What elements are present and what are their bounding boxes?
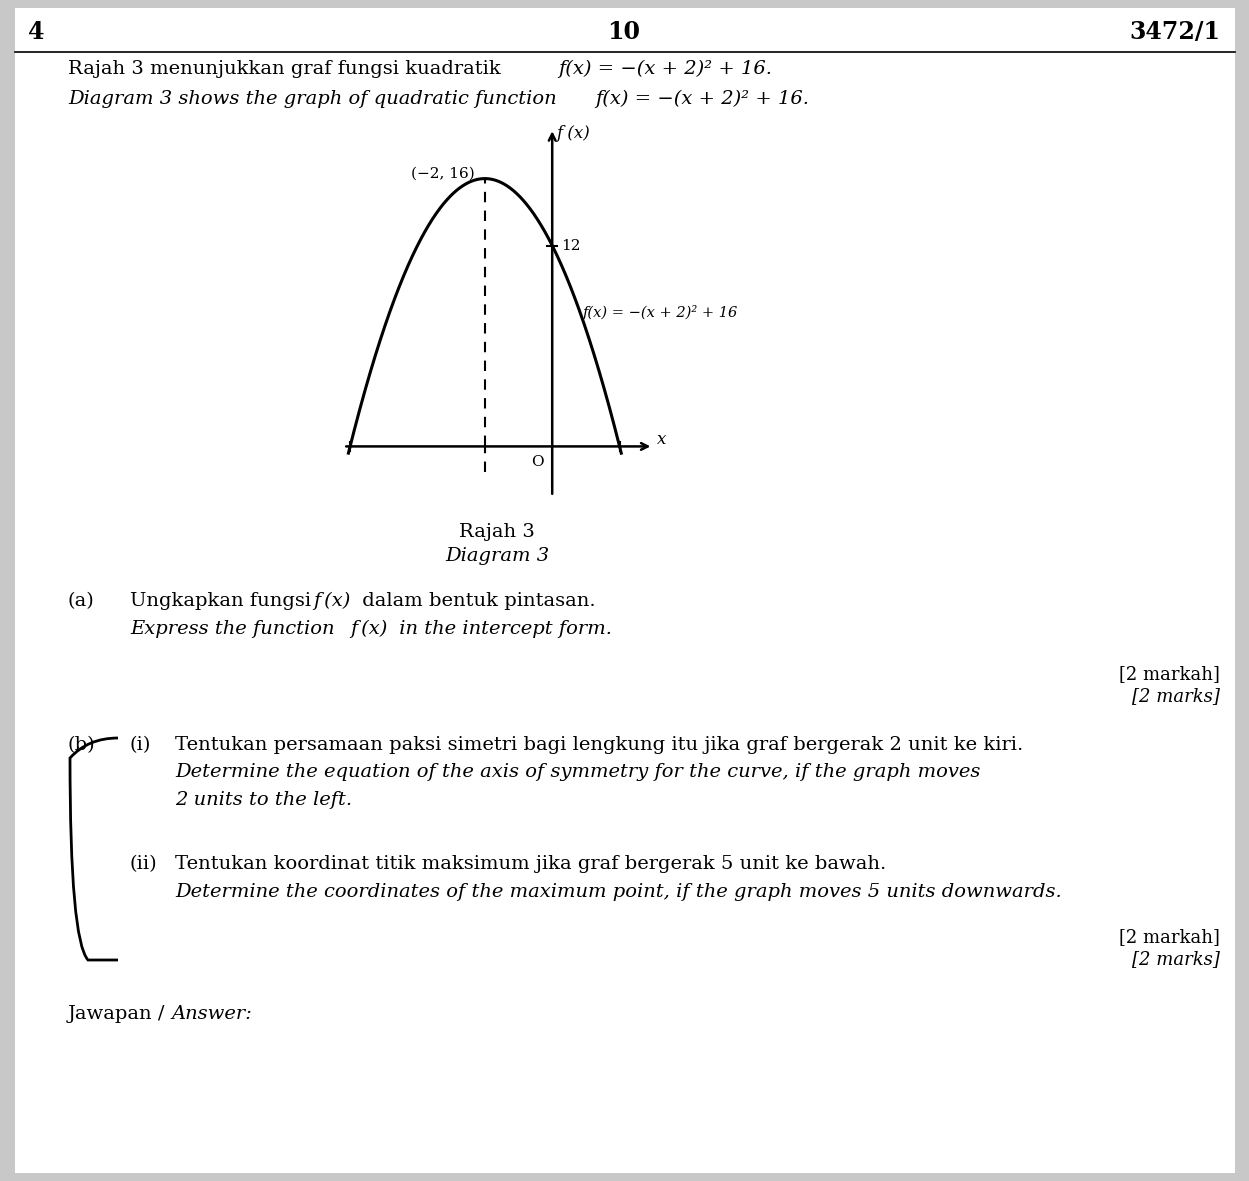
Text: Determine the coordinates of the maximum point, if the graph moves 5 units downw: Determine the coordinates of the maximum… [175, 883, 1062, 901]
Text: Determine the equation of the axis of symmetry for the curve, if the graph moves: Determine the equation of the axis of sy… [175, 763, 980, 781]
Text: [2 markah]: [2 markah] [1119, 928, 1220, 946]
Text: f(x) = −(x + 2)² + 16.: f(x) = −(x + 2)² + 16. [595, 90, 809, 109]
Text: f (x): f (x) [350, 620, 387, 638]
Text: f(x) = −(x + 2)² + 16.: f(x) = −(x + 2)² + 16. [558, 60, 772, 78]
Text: Diagram 3: Diagram 3 [445, 547, 550, 565]
Text: f(x) = −(x + 2)² + 16: f(x) = −(x + 2)² + 16 [582, 305, 738, 320]
Text: f (x): f (x) [313, 592, 351, 611]
Text: (−2, 16): (−2, 16) [411, 167, 475, 181]
Text: x: x [657, 431, 666, 449]
Text: dalam bentuk pintasan.: dalam bentuk pintasan. [356, 592, 596, 611]
Text: 12: 12 [561, 239, 580, 253]
Text: in the intercept form.: in the intercept form. [393, 620, 612, 638]
Text: Jawapan /: Jawapan / [67, 1005, 172, 1023]
Text: 3472/1: 3472/1 [1129, 20, 1220, 44]
Text: Tentukan koordinat titik maksimum jika graf bergerak 5 unit ke bawah.: Tentukan koordinat titik maksimum jika g… [175, 855, 887, 873]
Text: Rajah 3: Rajah 3 [460, 523, 535, 541]
Text: (a): (a) [67, 592, 95, 611]
Text: [2 marks]: [2 marks] [1132, 687, 1220, 705]
FancyBboxPatch shape [15, 8, 1235, 1173]
Text: f (x): f (x) [556, 125, 590, 142]
Text: (i): (i) [130, 736, 151, 753]
Text: Rajah 3 menunjukkan graf fungsi kuadratik: Rajah 3 menunjukkan graf fungsi kuadrati… [67, 60, 507, 78]
Text: 2 units to the left.: 2 units to the left. [175, 791, 352, 809]
Text: 10: 10 [607, 20, 641, 44]
Text: [2 markah]: [2 markah] [1119, 665, 1220, 683]
Text: O: O [531, 455, 543, 469]
Text: Tentukan persamaan paksi simetri bagi lengkung itu jika graf bergerak 2 unit ke : Tentukan persamaan paksi simetri bagi le… [175, 736, 1023, 753]
Text: [2 marks]: [2 marks] [1132, 950, 1220, 968]
Text: Answer:: Answer: [171, 1005, 252, 1023]
Text: (b): (b) [67, 736, 96, 753]
Text: Diagram 3 shows the graph of quadratic function: Diagram 3 shows the graph of quadratic f… [67, 90, 563, 107]
Text: 4: 4 [27, 20, 45, 44]
Text: (ii): (ii) [130, 855, 157, 873]
Text: Ungkapkan fungsi: Ungkapkan fungsi [130, 592, 317, 611]
Text: Express the function: Express the function [130, 620, 341, 638]
